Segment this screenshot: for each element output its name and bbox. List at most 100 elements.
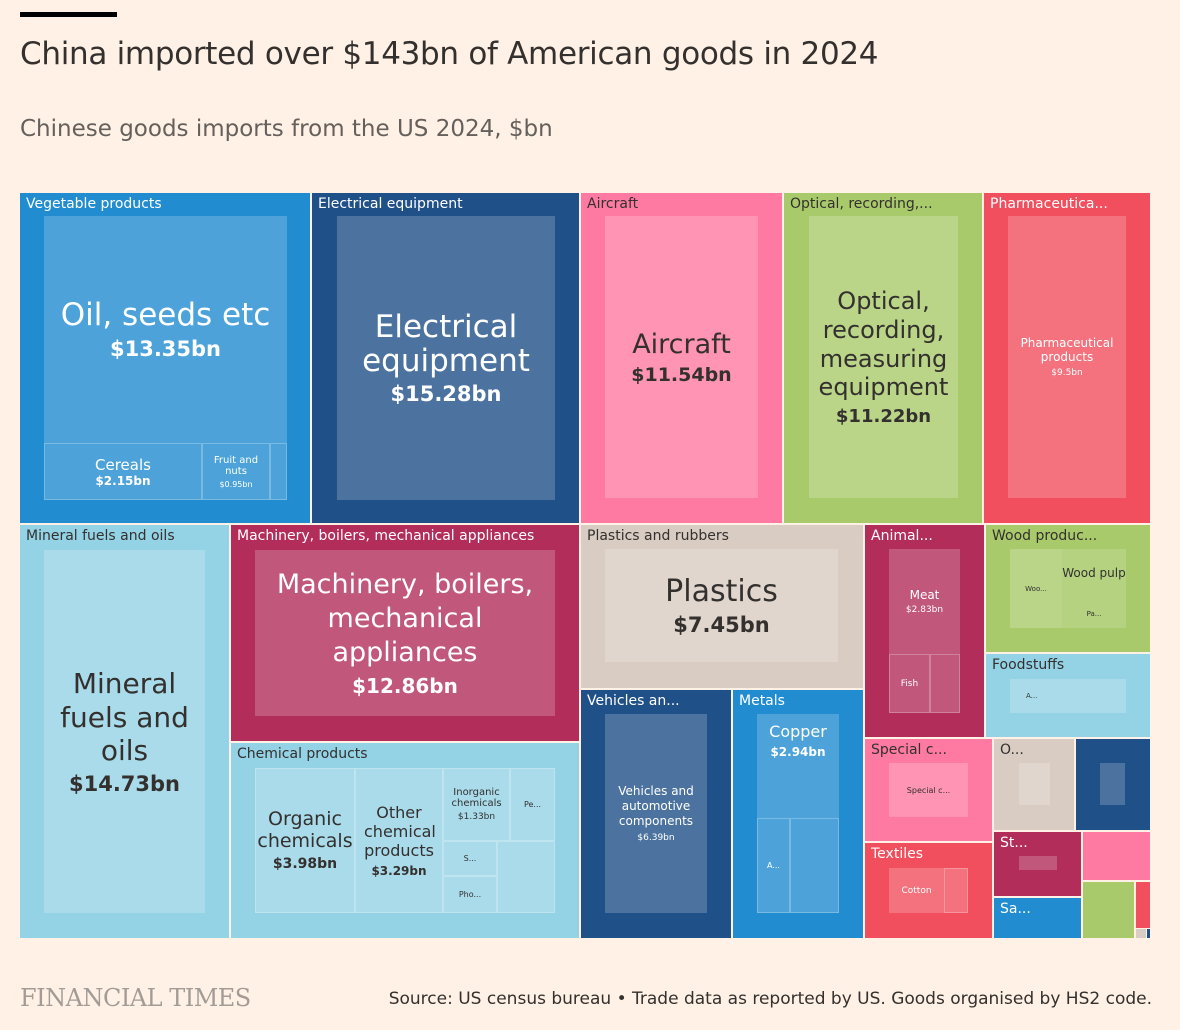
cell-chemical-products: Chemical products Organic chemicals $3.98…: [231, 743, 579, 938]
cell-optical: Optical, recording,... Optical, recordin…: [784, 193, 982, 523]
chart-title: China imported over $143bn of American g…: [20, 36, 879, 72]
leaf-small: [944, 868, 968, 913]
group-label: Special c...: [871, 742, 947, 758]
leaf-value: $12.86bn: [352, 673, 458, 698]
leaf-value: $13.35bn: [109, 336, 222, 361]
leaf-copper: Copper $2.94bn: [757, 714, 839, 818]
leaf-label: Oil, seeds etc: [60, 297, 271, 334]
leaf-label: Aircraft: [632, 328, 731, 360]
leaf-a: A...: [757, 818, 790, 913]
leaf-other: [270, 443, 287, 500]
leaf-small: [930, 654, 960, 713]
group-label: Animal...: [871, 528, 933, 544]
group-label: Plastics and rubbers: [587, 528, 729, 544]
group-label: Vegetable products: [26, 196, 162, 212]
group-label: Aircraft: [587, 196, 639, 212]
group-label: O...: [1000, 742, 1024, 758]
leaf-vehicles: Vehicles and automotive components $6.39b…: [605, 714, 707, 913]
cell-vehicles: Vehicles an... Vehicles and automotive c…: [581, 690, 731, 938]
leaf-pe: Pe...: [510, 768, 555, 841]
ft-accent-bar: [20, 12, 117, 17]
cell-aircraft: Aircraft Aircraft $11.54bn: [581, 193, 782, 523]
leaf-plastics: Plastics $7.45bn: [605, 549, 838, 662]
cell-green-small: [1083, 882, 1134, 938]
leaf-value: $0.95bn: [219, 479, 253, 489]
leaf-label: Cereals: [95, 455, 151, 474]
leaf-pho: Pho...: [443, 876, 497, 913]
leaf-label: Copper: [769, 722, 827, 741]
cell-metals: Metals Copper $2.94bn A...: [733, 690, 863, 938]
leaf-optical: Optical, recording, measuring equipment $…: [809, 216, 958, 498]
group-label: Foodstuffs: [992, 657, 1065, 673]
leaf-label: Vehicles and automotive components: [618, 784, 694, 828]
cell-navy-small: [1076, 739, 1150, 830]
group-label: St...: [1000, 835, 1028, 851]
leaf-fish: Fish: [889, 654, 930, 713]
cell-wood-products: Wood produc... Woo... Wood pulp Pa...: [986, 525, 1150, 652]
leaf-aircraft: Aircraft $11.54bn: [605, 216, 758, 498]
cell-special: Special c... Special c...: [865, 739, 992, 841]
leaf-organic-chemicals: Organic chemicals $3.98bn: [255, 768, 355, 913]
leaf-pa: Pa...: [1062, 599, 1126, 628]
leaf-label: Mineral fuels and oils: [60, 667, 189, 768]
cell-machinery: Machinery, boilers, mechanical appliance…: [231, 525, 579, 741]
leaf-label: Meat: [909, 588, 940, 602]
leaf-inorganic-chemicals: Inorganic chemicals $1.33bn: [443, 768, 510, 841]
leaf: [1100, 763, 1125, 805]
leaf-small: [790, 818, 839, 913]
group-label: Machinery, boilers, mechanical appliance…: [237, 528, 535, 544]
leaf-label: Inorganic chemicals: [451, 787, 502, 809]
cell-foodstuffs: Foodstuffs A...: [986, 654, 1150, 737]
leaf-value: $2.83bn: [905, 605, 944, 615]
leaf-pharma: Pharmaceutical products $9.5bn: [1008, 216, 1126, 498]
leaf-value: $2.94bn: [770, 745, 826, 759]
cell-textiles: Textiles Cotton: [865, 843, 992, 938]
leaf-value: $6.39bn: [637, 833, 675, 843]
leaf-value: $2.15bn: [95, 473, 151, 488]
group-label: Metals: [739, 693, 785, 709]
cell-beige-tiny: [1136, 929, 1146, 938]
ft-logo: FINANCIAL TIMES: [20, 984, 251, 1012]
group-label: Mineral fuels and oils: [26, 528, 175, 544]
leaf-value: $14.73bn: [68, 771, 181, 796]
group-label: Wood produc...: [992, 528, 1098, 544]
leaf-cereals: Cereals $2.15bn: [44, 443, 202, 500]
chart-subtitle: Chinese goods imports from the US 2024, …: [20, 116, 553, 142]
leaf-value: $3.29bn: [371, 864, 427, 879]
leaf-label: Other chemical products: [364, 802, 436, 861]
cell-animal: Animal... Meat $2.83bn Fish: [865, 525, 984, 737]
leaf-value: $7.45bn: [673, 613, 770, 637]
leaf-value: $15.28bn: [390, 382, 502, 407]
leaf-value: $11.54bn: [631, 363, 732, 386]
leaf-small: [497, 841, 555, 913]
leaf-value: $1.33bn: [457, 812, 496, 822]
group-label: Optical, recording,...: [790, 196, 933, 212]
cell-electrical-equipment: Electrical equipment Electrical equipmen…: [312, 193, 579, 523]
cell-st: St...: [994, 832, 1081, 896]
leaf-meat: Meat $2.83bn: [889, 549, 960, 654]
source-note: Source: US census bureau • Trade data as…: [388, 989, 1152, 1009]
leaf-cotton: Cotton: [889, 868, 944, 913]
cell-sa: Sa...: [994, 898, 1081, 938]
leaf-other-chemical: Other chemical products $3.29bn: [355, 768, 443, 913]
leaf: [1019, 763, 1050, 805]
cell-navy-tiny: [1147, 929, 1150, 938]
group-label: Chemical products: [237, 746, 368, 762]
cell-o: O...: [994, 739, 1074, 830]
cell-mineral-fuels: Mineral fuels and oils Mineral fuels and…: [20, 525, 229, 938]
cell-red-small: [1136, 882, 1150, 928]
leaf-label: Plastics: [665, 574, 778, 609]
leaf-mineral: Mineral fuels and oils $14.73bn: [44, 550, 205, 913]
leaf-oil-seeds: Oil, seeds etc $13.35bn: [44, 216, 287, 443]
leaf-special: Special c...: [889, 763, 968, 817]
leaf-label: Pharmaceutical products: [1020, 336, 1114, 364]
leaf-value: $9.5bn: [1051, 368, 1083, 378]
chemical-inner: [255, 768, 555, 913]
group-label: Textiles: [871, 846, 924, 862]
cell-vegetable-products: Vegetable products Oil, seeds etc $13.35b…: [20, 193, 310, 523]
cell-pink-small: [1083, 832, 1150, 880]
leaf: [1019, 856, 1057, 870]
leaf-wood-pulp: Wood pulp: [1062, 549, 1126, 599]
leaf-electrical: Electrical equipment $15.28bn: [337, 216, 555, 500]
leaf-machinery: Machinery, boilers, mechanical appliance…: [255, 550, 555, 716]
